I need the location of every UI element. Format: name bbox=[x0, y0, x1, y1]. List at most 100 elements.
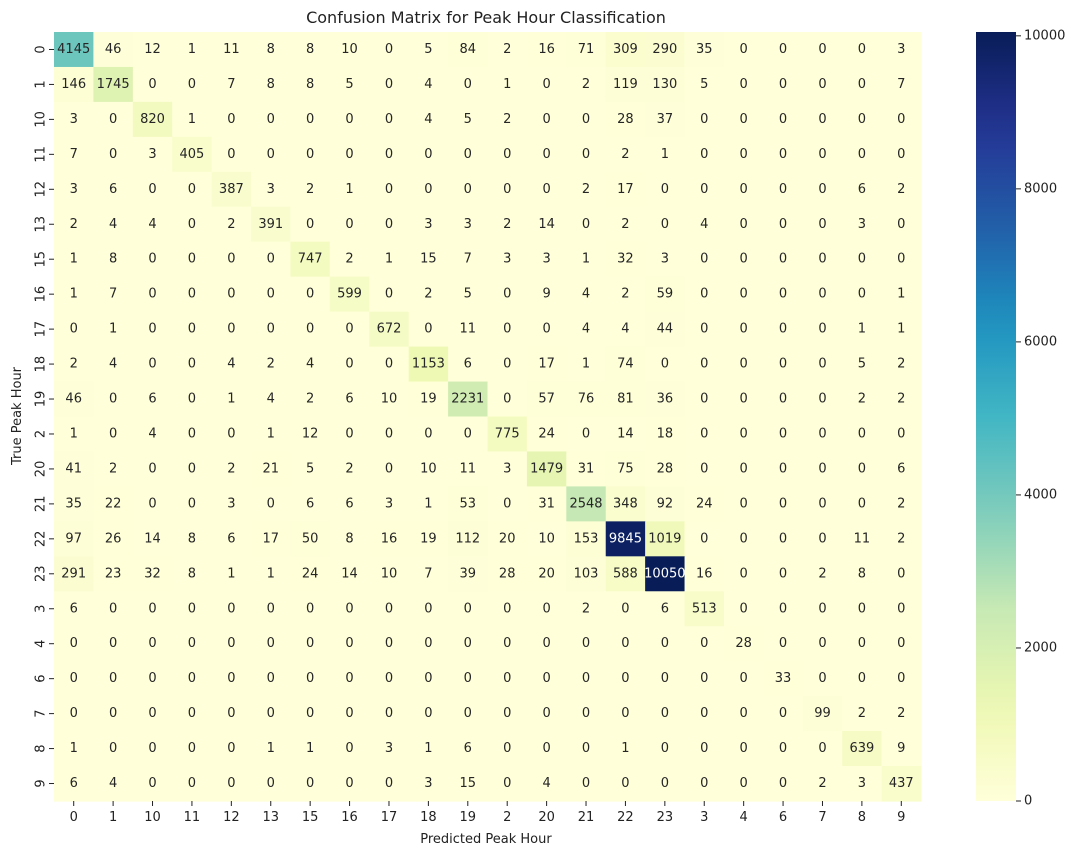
cell-value-label: 7 bbox=[109, 287, 117, 302]
heatmap-cell bbox=[881, 556, 922, 592]
cell-value-label: 11 bbox=[223, 42, 240, 57]
cell-value-label: 0 bbox=[267, 636, 275, 651]
cell-value-label: 0 bbox=[148, 77, 156, 92]
heatmap-cell bbox=[566, 766, 607, 802]
heatmap-cell bbox=[605, 171, 646, 208]
cell-value-label: 0 bbox=[582, 671, 590, 686]
cell-value-label: 3 bbox=[858, 217, 866, 232]
cell-value-label: 0 bbox=[740, 392, 748, 407]
cell-value-label: 0 bbox=[345, 217, 353, 232]
heatmap-cell bbox=[448, 276, 489, 313]
heatmap-cell bbox=[448, 451, 489, 488]
cell-value-label: 1 bbox=[227, 566, 235, 581]
heatmap-cell bbox=[251, 66, 292, 103]
heatmap-cell bbox=[251, 556, 292, 592]
heatmap-cell bbox=[487, 101, 528, 138]
cell-value-label: 15 bbox=[460, 776, 477, 791]
heatmap-cell bbox=[526, 766, 567, 802]
cell-value-label: 775 bbox=[495, 426, 520, 441]
heatmap-cell bbox=[763, 66, 804, 103]
cell-value-label: 0 bbox=[897, 426, 905, 441]
cell-value-label: 0 bbox=[621, 776, 629, 791]
cell-value-label: 59 bbox=[657, 287, 674, 302]
cell-value-label: 0 bbox=[542, 322, 550, 337]
cell-value-label: 17 bbox=[538, 357, 555, 372]
cell-value-label: 2 bbox=[621, 287, 629, 302]
cell-value-label: 0 bbox=[503, 706, 511, 721]
cell-value-label: 0 bbox=[740, 112, 748, 127]
cell-value-label: 0 bbox=[109, 426, 117, 441]
heatmap-cell bbox=[802, 486, 843, 522]
heatmap-cell bbox=[881, 451, 922, 488]
heatmap-cell bbox=[329, 731, 370, 767]
heatmap-cell bbox=[526, 136, 567, 173]
heatmap-cell bbox=[723, 66, 764, 103]
heatmap-cell bbox=[369, 346, 410, 383]
heatmap-cell bbox=[54, 311, 95, 348]
heatmap-cell bbox=[54, 136, 95, 173]
cell-value-label: 0 bbox=[700, 671, 708, 686]
cell-value-label: 35 bbox=[65, 496, 82, 511]
heatmap-cell bbox=[93, 591, 134, 627]
heatmap-cell bbox=[290, 66, 331, 103]
cell-value-label: 0 bbox=[740, 252, 748, 267]
heatmap-cell bbox=[723, 486, 764, 522]
heatmap-cell bbox=[251, 591, 292, 627]
heatmap-cell bbox=[329, 381, 370, 418]
heatmap-cell bbox=[329, 171, 370, 208]
cell-value-label: 0 bbox=[779, 42, 787, 57]
cell-value-label: 291 bbox=[61, 566, 86, 581]
cell-value-label: 112 bbox=[455, 531, 480, 546]
heatmap-cell bbox=[645, 451, 686, 488]
heatmap-cell bbox=[93, 486, 134, 522]
cell-value-label: 12 bbox=[144, 42, 161, 57]
heatmap-cell bbox=[132, 66, 173, 103]
heatmap-cell bbox=[763, 521, 804, 557]
heatmap-cell bbox=[93, 451, 134, 488]
heatmap-cell bbox=[842, 416, 883, 453]
heatmap-cell bbox=[369, 696, 410, 732]
cell-value-label: 7 bbox=[464, 252, 472, 267]
heatmap-cell bbox=[211, 171, 252, 208]
cell-value-label: 2 bbox=[345, 461, 353, 476]
heatmap-cell bbox=[842, 486, 883, 522]
heatmap-cell bbox=[290, 381, 331, 418]
heatmap-cell bbox=[290, 731, 331, 767]
y-tick-label: 13 bbox=[34, 216, 49, 233]
cell-value-label: 0 bbox=[227, 671, 235, 686]
heatmap-cell bbox=[329, 206, 370, 243]
heatmap-cell bbox=[54, 451, 95, 488]
cell-value-label: 16 bbox=[381, 531, 398, 546]
cell-value-label: 5 bbox=[345, 77, 353, 92]
cell-value-label: 44 bbox=[657, 322, 674, 337]
heatmap-cell bbox=[842, 346, 883, 383]
heatmap-cell bbox=[802, 206, 843, 243]
heatmap-cell bbox=[132, 381, 173, 418]
heatmap-cell bbox=[802, 556, 843, 592]
heatmap-cell bbox=[211, 346, 252, 383]
heatmap-cell bbox=[487, 32, 528, 68]
heatmap-cell bbox=[487, 381, 528, 418]
cell-value-label: 0 bbox=[345, 636, 353, 651]
cell-value-label: 0 bbox=[188, 776, 196, 791]
heatmap-cell bbox=[605, 626, 646, 662]
heatmap-cell bbox=[132, 591, 173, 627]
heatmap-cell bbox=[448, 206, 489, 243]
cell-value-label: 2 bbox=[227, 461, 235, 476]
cell-value-label: 0 bbox=[740, 322, 748, 337]
cell-value-label: 0 bbox=[227, 706, 235, 721]
cell-value-label: 0 bbox=[582, 217, 590, 232]
cell-value-label: 0 bbox=[503, 496, 511, 511]
heatmap-cell bbox=[881, 346, 922, 383]
heatmap-cell bbox=[93, 171, 134, 208]
cell-value-label: 0 bbox=[818, 287, 826, 302]
cell-value-label: 11 bbox=[460, 461, 477, 476]
cell-value-label: 53 bbox=[460, 496, 477, 511]
heatmap-cell bbox=[290, 276, 331, 313]
heatmap-cell bbox=[723, 206, 764, 243]
heatmap-cell bbox=[684, 32, 725, 68]
heatmap-cell bbox=[172, 696, 213, 732]
x-tick-label: 17 bbox=[381, 810, 398, 825]
cell-value-label: 4 bbox=[424, 77, 432, 92]
heatmap-cell bbox=[566, 276, 607, 313]
